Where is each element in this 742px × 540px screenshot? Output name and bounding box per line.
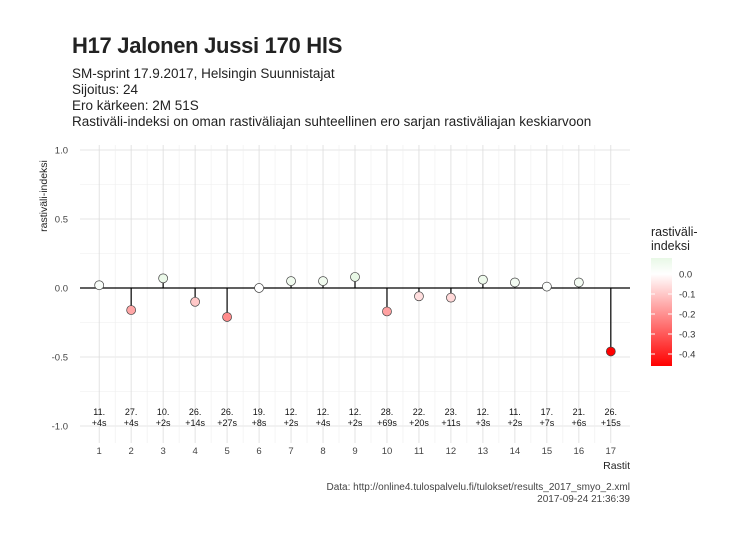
y-tick-label: 0.5 xyxy=(55,215,68,226)
legend-tick-label: 0.0 xyxy=(679,270,692,281)
x-tick-label: 13 xyxy=(478,446,489,457)
y-axis-label: rastiväli-indeksi xyxy=(38,160,50,232)
annotation-time: +27s xyxy=(217,418,237,428)
x-tick-label: 14 xyxy=(510,446,521,457)
x-tick-label: 5 xyxy=(224,446,229,457)
lollipop-point xyxy=(254,283,264,293)
legend-tick-label: -0.2 xyxy=(679,310,695,321)
annotation-time: +15s xyxy=(601,418,621,428)
annotation-time: +6s xyxy=(571,418,586,428)
subtitle-event: SM-sprint 17.9.2017, Helsingin Suunnista… xyxy=(72,66,335,81)
x-tick-label: 15 xyxy=(542,446,553,457)
x-tick-label: 4 xyxy=(192,446,197,457)
annotation-time: +7s xyxy=(539,418,554,428)
annotation-rank: 11. xyxy=(93,407,105,417)
x-tick-label: 9 xyxy=(352,446,357,457)
lollipop-point xyxy=(94,280,105,291)
caption-timestamp: 2017-09-24 21:36:39 xyxy=(537,494,630,505)
legend-colorbar xyxy=(651,258,672,366)
x-tick-label: 7 xyxy=(288,446,293,457)
lollipop-point xyxy=(286,276,296,286)
x-tick-label: 1 xyxy=(97,446,102,457)
x-tick-label: 17 xyxy=(606,446,617,457)
lollipop-point xyxy=(222,312,232,322)
lollipop-point xyxy=(478,274,488,285)
annotation-rank: 26. xyxy=(221,407,234,417)
lollipop-point xyxy=(158,273,168,284)
annotation-rank: 26. xyxy=(189,407,202,417)
legend: rastiväli-indeksi 0.0 -0.1 -0.2 -0.3 -0.4 xyxy=(651,225,698,366)
subtitle-placement: Sijoitus: 24 xyxy=(72,82,139,97)
lollipop-point xyxy=(350,272,360,282)
annotation-rank: 26. xyxy=(605,407,618,417)
x-tick-label: 2 xyxy=(129,446,134,457)
lollipop-point xyxy=(126,305,137,315)
annotation-rank: 28. xyxy=(381,407,394,417)
annotation-time: +2s xyxy=(348,418,363,428)
x-tick-label: 8 xyxy=(320,446,325,457)
annotation-time: +4s xyxy=(316,418,331,428)
lollipop-point xyxy=(382,306,392,317)
subtitle-gap: Ero kärkeen: 2M 51S xyxy=(72,98,199,113)
lollipop-point xyxy=(190,296,200,307)
legend-title: rastiväli- xyxy=(651,225,698,239)
annotation-rank: 17. xyxy=(541,407,554,417)
subtitle-description: Rastiväli-indeksi on oman rastiväliajan … xyxy=(72,114,592,129)
annotation-time: +4s xyxy=(92,418,107,428)
x-tick-label: 3 xyxy=(160,446,165,457)
lollipop-point xyxy=(542,281,552,292)
legend-tick-label: -0.1 xyxy=(679,290,695,301)
annotation-time: +8s xyxy=(252,418,267,428)
caption-source: Data: http://online4.tulospalvelu.fi/tul… xyxy=(326,482,630,493)
annotation-rank: 27. xyxy=(125,407,138,417)
x-tick-label: 16 xyxy=(574,446,585,457)
legend-tick-label: -0.3 xyxy=(679,330,695,341)
lollipop-point xyxy=(414,291,424,302)
grid-layer xyxy=(80,145,630,443)
annotation-time: +4s xyxy=(124,418,139,428)
y-tick-label: -0.5 xyxy=(52,353,68,364)
annotation-rank: 12. xyxy=(477,407,490,417)
lollipop-point xyxy=(446,292,456,303)
lollipop-point xyxy=(605,346,616,357)
annotation-rank: 12. xyxy=(285,407,298,417)
x-axis-label: Rastit xyxy=(603,460,630,472)
annotation-rank: 10. xyxy=(157,407,170,417)
x-tick-label: 11 xyxy=(414,446,424,457)
annotation-time: +20s xyxy=(409,418,429,428)
legend-title: indeksi xyxy=(651,239,690,253)
annotation-rank: 22. xyxy=(413,407,426,417)
annotation-time: +69s xyxy=(377,418,397,428)
annotation-rank: 19. xyxy=(253,407,266,417)
annotation-rank: 12. xyxy=(349,407,362,417)
x-tick-label: 6 xyxy=(256,446,261,457)
legend-tick-label: -0.4 xyxy=(679,350,695,361)
annotation-time: +11s xyxy=(441,418,461,428)
annotation-rank: 12. xyxy=(317,407,330,417)
lollipop-point xyxy=(573,277,584,288)
annotation-rank: 11. xyxy=(509,407,521,417)
chart-title: H17 Jalonen Jussi 170 HlS xyxy=(72,33,343,58)
y-tick-label: 1.0 xyxy=(55,146,68,157)
marks-layer: 11.+4s27.+4s10.+2s26.+14s26.+27s19.+8s12… xyxy=(92,272,621,428)
annotation-rank: 23. xyxy=(445,407,458,417)
annotation-time: +2s xyxy=(156,418,171,428)
x-tick-label: 12 xyxy=(446,446,457,457)
annotation-time: +3s xyxy=(476,418,491,428)
lollipop-point xyxy=(510,277,520,288)
annotation-time: +2s xyxy=(284,418,299,428)
y-tick-label: 0.0 xyxy=(55,284,68,295)
lollipop-point xyxy=(318,276,328,286)
y-tick-label: -1.0 xyxy=(52,422,68,433)
annotation-time: +2s xyxy=(508,418,523,428)
annotation-time: +14s xyxy=(185,418,205,428)
annotation-rank: 21. xyxy=(573,407,586,417)
x-tick-label: 10 xyxy=(382,446,393,457)
